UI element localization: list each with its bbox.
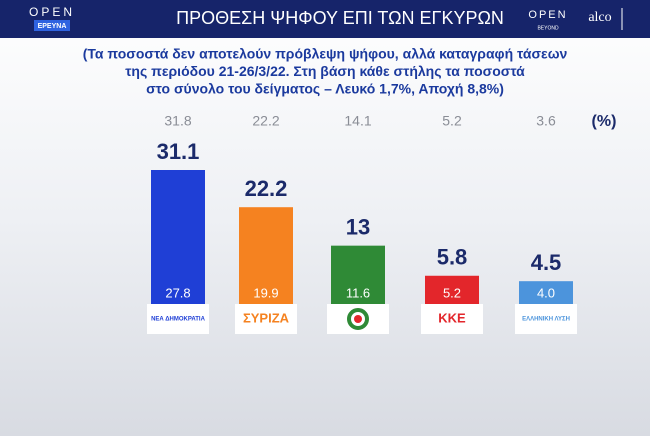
- party-symbol: [347, 308, 369, 330]
- previous-value: 31.8: [164, 113, 191, 129]
- unit: (%): [592, 113, 617, 130]
- previous-value: 22.2: [252, 113, 279, 129]
- subtitle: στο σύνολο του δείγματος – Λευκό 1,7%, Α…: [146, 81, 504, 97]
- logo-left-box: [34, 20, 70, 31]
- party-label: ΣΥΡΙΖΑ: [243, 310, 290, 325]
- value-label: 31.1: [157, 139, 200, 164]
- logo-left-sub: ΕΡΕΥΝΑ: [38, 23, 67, 30]
- party-label: ΚΚΕ: [438, 310, 466, 325]
- party-label: ΕΛΛΗΝΙΚΗ ΛΥΣΗ: [522, 317, 570, 323]
- logo-right: OPEN: [528, 9, 567, 21]
- bar: [239, 207, 293, 310]
- base-value: 5.2: [443, 285, 461, 300]
- previous-value: 14.1: [344, 113, 371, 129]
- base-value: 27.8: [165, 285, 190, 300]
- logo-tile: [515, 304, 577, 334]
- value-label: 13: [346, 214, 370, 239]
- base-value: 11.6: [346, 285, 370, 300]
- value-label: 5.8: [437, 245, 468, 270]
- subtitle: (Τα ποσοστά δεν αποτελούν πρόβλεψη ψήφου…: [83, 46, 568, 62]
- logo-tile: [421, 304, 483, 334]
- subtitle: της περιόδου 21-26/3/22. Στη βάση κάθε σ…: [125, 63, 525, 79]
- header-bar: [0, 0, 650, 38]
- base-value: 19.9: [253, 285, 278, 300]
- base-value: 4.0: [537, 285, 555, 300]
- party-label: ΝΕΑ ΔΗΜΟΚΡΑΤΙΑ: [151, 317, 205, 323]
- logo-tile: [235, 304, 297, 334]
- chart-title: ΠΡΟΘΕΣΗ ΨΗΦΟΥ ΕΠΙ ΤΩΝ ΕΓΚΥΡΩΝ: [176, 8, 504, 28]
- bar: [331, 245, 385, 310]
- logo-left: OPEN: [29, 5, 75, 19]
- previous-value: 5.2: [442, 113, 462, 129]
- bar: [151, 170, 205, 310]
- party-symbol: [354, 315, 362, 323]
- logo-alco: alco: [588, 10, 611, 25]
- value-label: 22.2: [245, 176, 288, 201]
- value-label: 4.5: [531, 250, 562, 275]
- logo-right-sub: BEYOND: [537, 25, 559, 31]
- logo-tile: [147, 304, 209, 334]
- previous-value: 3.6: [536, 113, 556, 129]
